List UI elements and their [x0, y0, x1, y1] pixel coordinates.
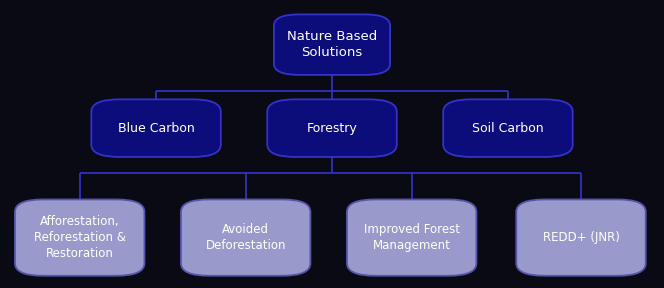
Text: Improved Forest
Management: Improved Forest Management — [364, 223, 459, 252]
Text: Blue Carbon: Blue Carbon — [118, 122, 195, 135]
Text: Avoided
Deforestation: Avoided Deforestation — [205, 223, 286, 252]
FancyBboxPatch shape — [181, 199, 310, 276]
Text: Soil Carbon: Soil Carbon — [472, 122, 544, 135]
FancyBboxPatch shape — [15, 199, 145, 276]
FancyBboxPatch shape — [91, 99, 220, 157]
FancyBboxPatch shape — [274, 14, 390, 75]
Text: Nature Based
Solutions: Nature Based Solutions — [287, 30, 377, 59]
Text: REDD+ (JNR): REDD+ (JNR) — [542, 231, 620, 244]
FancyBboxPatch shape — [267, 99, 396, 157]
FancyBboxPatch shape — [444, 99, 573, 157]
Text: Afforestation,
Reforestation &
Restoration: Afforestation, Reforestation & Restorati… — [34, 215, 125, 260]
Text: Forestry: Forestry — [307, 122, 357, 135]
FancyBboxPatch shape — [347, 199, 477, 276]
FancyBboxPatch shape — [517, 199, 645, 276]
